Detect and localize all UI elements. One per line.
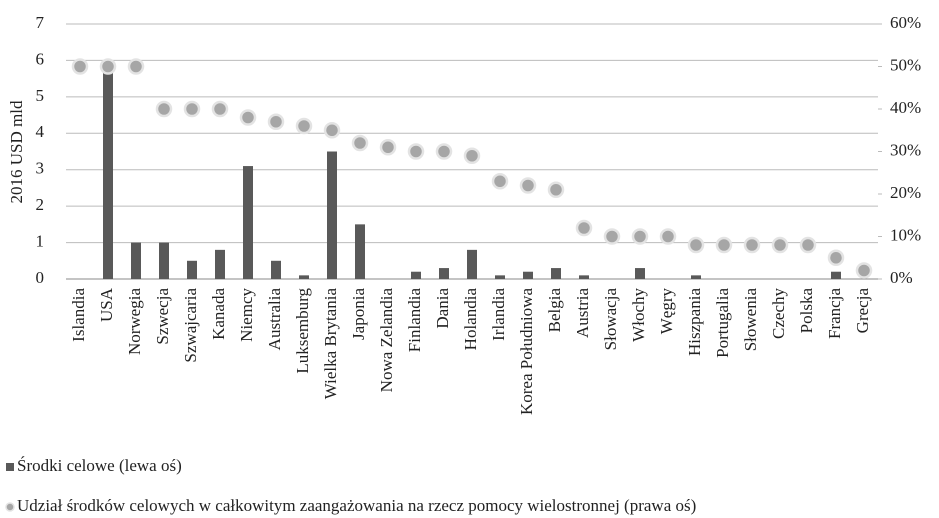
dot [659, 228, 677, 245]
dot [435, 143, 453, 160]
bar [327, 151, 337, 279]
dot [827, 249, 845, 266]
y-tick-label: 3 [36, 159, 45, 178]
dot [99, 58, 117, 75]
x-tick-label: Szwajcaria [181, 288, 200, 363]
bar [159, 242, 169, 279]
x-tick-label: Grecja [853, 288, 872, 334]
x-tick-label: Norwegia [125, 288, 144, 355]
x-tick-label: Wielka Brytania [321, 288, 340, 400]
bar [355, 224, 365, 279]
y-tick-label: 5 [36, 86, 45, 105]
dot [211, 100, 229, 118]
y2-tick-label: 30% [890, 140, 921, 159]
bar [439, 268, 449, 279]
bar [187, 260, 197, 279]
x-tick-label: USA [97, 287, 116, 322]
bar [831, 271, 841, 279]
dot [743, 236, 761, 254]
legend-label: Udział środków celowych w całkowitym zaa… [17, 496, 696, 515]
x-tick-label: Finlandia [405, 288, 424, 353]
x-tick-label: Szwecja [153, 288, 172, 345]
dot [799, 236, 817, 254]
dot [715, 236, 733, 254]
x-tick-label: Hiszpania [685, 288, 704, 356]
x-tick-label: Włochy [629, 288, 648, 342]
x-tick-label: Islandia [69, 288, 88, 342]
x-tick-label: Słowenia [741, 288, 760, 352]
dot [519, 177, 537, 194]
bar [411, 271, 421, 279]
y2-tick-label: 20% [890, 183, 921, 202]
dot [631, 228, 649, 245]
dot [855, 262, 873, 279]
dot [323, 122, 341, 139]
dot [687, 236, 705, 254]
legend-label: Środki celowe (lewa oś) [17, 456, 182, 475]
y2-tick-label: 50% [890, 55, 921, 74]
legend-marker [6, 463, 14, 471]
x-tick-label: Dania [433, 288, 452, 329]
y2-tick-label: 10% [890, 225, 921, 244]
bar [131, 242, 141, 279]
x-tick-label: Korea Południowa [517, 288, 536, 415]
bar [523, 271, 533, 279]
bar [467, 249, 477, 279]
x-tick-label: Holandia [461, 288, 480, 351]
x-tick-label: Australia [265, 288, 284, 351]
bar [551, 268, 561, 279]
bar [579, 275, 589, 279]
y2-tick-label: 60% [890, 13, 921, 32]
dot [127, 58, 145, 75]
x-tick-label: Belgia [545, 288, 564, 333]
bar [103, 64, 113, 279]
y-axis-label: 2016 USD mld [7, 100, 26, 203]
bar [299, 275, 309, 279]
dot [547, 181, 565, 198]
x-tick-label: Słowacja [601, 288, 620, 351]
dot [267, 113, 285, 130]
x-tick-label: Polska [797, 288, 816, 334]
x-tick-label: Luksemburg [293, 288, 312, 374]
dot [239, 109, 257, 126]
dot [407, 143, 425, 160]
y2-tick-label: 0% [890, 268, 913, 287]
x-tick-label: Austria [573, 288, 592, 339]
dot [379, 139, 397, 156]
dot [603, 228, 621, 245]
y-tick-label: 7 [36, 13, 45, 32]
bar [271, 260, 281, 279]
dot [491, 173, 509, 190]
x-tick-label: Francja [825, 288, 844, 339]
dot [771, 236, 789, 254]
y2-tick-label: 40% [890, 98, 921, 117]
x-tick-label: Portugalia [713, 288, 732, 358]
dot [575, 219, 593, 237]
y-tick-label: 4 [36, 122, 45, 141]
x-tick-label: Irlandia [489, 288, 508, 341]
x-tick-label: Czechy [769, 288, 788, 339]
dot [463, 147, 481, 164]
bar [635, 268, 645, 279]
bar [495, 275, 505, 279]
x-tick-label: Węgry [657, 288, 676, 335]
bar [691, 275, 701, 279]
x-tick-label: Nowa Zelandia [377, 288, 396, 393]
bar [243, 166, 253, 279]
dot [183, 100, 201, 118]
dot [71, 58, 89, 75]
dot [295, 117, 313, 135]
y-tick-label: 1 [36, 231, 45, 250]
legend-marker [5, 502, 15, 512]
x-tick-label: Japonia [349, 288, 368, 340]
y-tick-label: 0 [36, 268, 45, 287]
dot [155, 100, 173, 118]
y-tick-label: 6 [36, 49, 45, 68]
x-tick-label: Niemcy [237, 288, 256, 342]
x-tick-label: Kanada [209, 288, 228, 340]
bar [215, 249, 225, 279]
y-tick-label: 2 [36, 195, 45, 214]
dot [351, 134, 369, 152]
